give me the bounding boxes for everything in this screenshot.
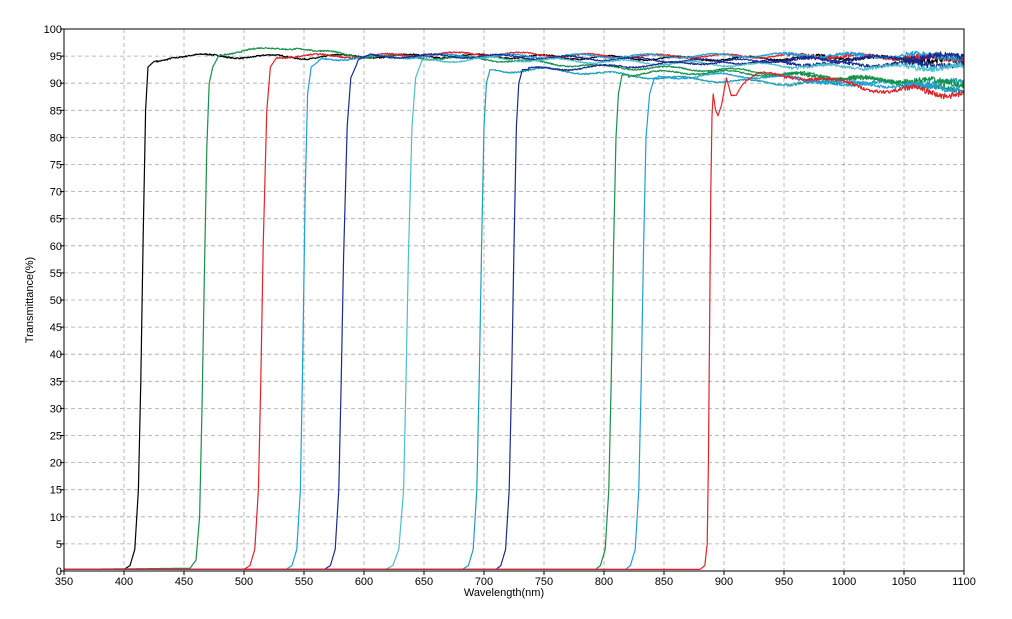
series-line-8 <box>63 51 965 570</box>
x-tick-label: 450 <box>175 576 193 588</box>
x-tick-label: 1100 <box>952 576 976 588</box>
x-tick-label: 1050 <box>892 576 916 588</box>
series-line-3 <box>63 51 965 570</box>
y-tick-label: 95 <box>50 51 62 63</box>
y-tick-label: 55 <box>50 268 62 280</box>
y-tick-label: 65 <box>50 214 62 226</box>
y-tick-label: 85 <box>50 105 62 117</box>
y-tick-label: 100 <box>44 24 62 36</box>
x-axis-label: Wavelength(nm) <box>464 587 544 599</box>
x-tick-label: 500 <box>235 576 253 588</box>
x-tick-label: 700 <box>475 576 493 588</box>
y-tick-label: 40 <box>50 349 62 361</box>
x-tick-label: 750 <box>535 576 553 588</box>
x-tick-label: 550 <box>295 576 313 588</box>
x-tick-label: 950 <box>775 576 793 588</box>
y-tick-label: 10 <box>50 512 62 524</box>
y-tick-label: 90 <box>50 78 62 90</box>
y-tick-label: 15 <box>50 485 62 497</box>
x-tick-label: 900 <box>715 576 733 588</box>
x-tick-label: 800 <box>595 576 613 588</box>
y-tick-label: 20 <box>50 458 62 470</box>
series-line-9 <box>63 69 965 570</box>
series-line-2 <box>63 47 965 570</box>
y-tick-label: 30 <box>50 403 62 415</box>
y-tick-label: 35 <box>50 376 62 388</box>
y-tick-label: 60 <box>50 241 62 253</box>
x-tick-label: 650 <box>415 576 433 588</box>
y-tick-label: 75 <box>50 160 62 172</box>
x-tick-label: 850 <box>655 576 673 588</box>
tick-layer: 350 400 450 500 550 600 650 700 750 800 850 900 950 1… <box>44 24 976 588</box>
y-tick-label: 5 <box>56 539 62 551</box>
y-tick-label: 45 <box>50 322 62 334</box>
x-tick-label: 600 <box>355 576 373 588</box>
x-tick-label: 400 <box>115 576 133 588</box>
y-tick-label: 80 <box>50 132 62 144</box>
series-line-5 <box>63 52 965 570</box>
series-line-1 <box>63 53 965 570</box>
y-tick-label: 0 <box>56 566 62 578</box>
x-tick-label: 350 <box>55 576 73 588</box>
series-line-6 <box>63 55 965 570</box>
x-tick-label: 1000 <box>832 576 856 588</box>
series-line-7 <box>63 66 965 570</box>
series-layer <box>63 47 965 570</box>
series-line-11 <box>63 71 965 570</box>
series-line-10 <box>63 72 965 570</box>
series-line-4 <box>63 50 965 570</box>
y-tick-label: 25 <box>50 431 62 443</box>
y-tick-label: 50 <box>50 295 62 307</box>
y-axis-label: Transmittance(%) <box>24 257 36 343</box>
grid-layer <box>64 29 964 571</box>
y-tick-label: 70 <box>50 187 62 199</box>
